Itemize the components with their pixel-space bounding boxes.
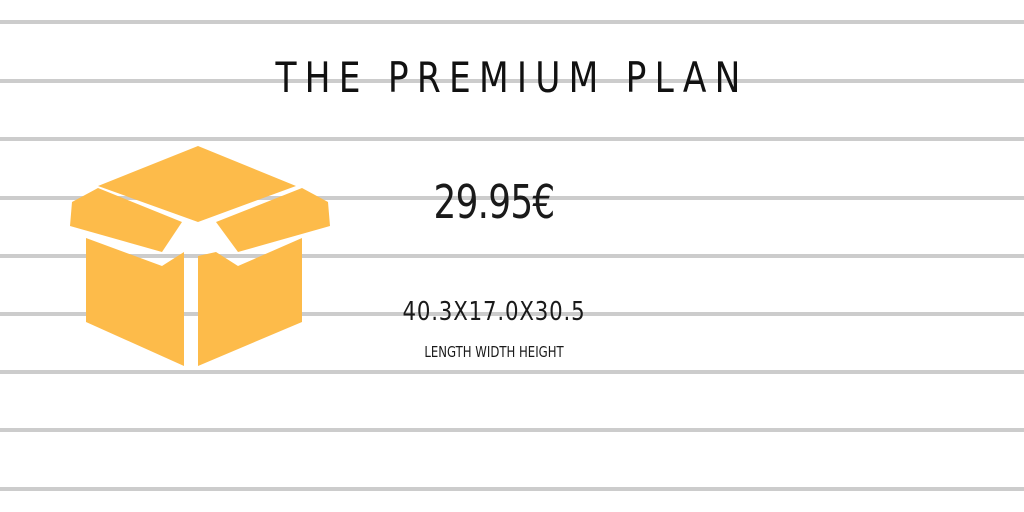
plan-title: THE PREMIUM PLAN (275, 53, 749, 102)
box-icon (70, 146, 330, 366)
ruled-line (0, 20, 1024, 24)
ruled-line (0, 196, 1024, 200)
ruled-line (0, 254, 1024, 258)
ruled-line (0, 487, 1024, 491)
ruled-line (0, 370, 1024, 374)
package-dimensions: 40.3X17.0X30.5 (402, 297, 586, 327)
ruled-line (0, 79, 1024, 83)
ruled-line (0, 312, 1024, 316)
dimensions-caption: LENGTH WIDTH HEIGHT (424, 343, 564, 361)
plan-price: 29.95€ (433, 175, 556, 229)
ruled-line (0, 137, 1024, 141)
box-icon-shape (70, 146, 330, 366)
ruled-line (0, 428, 1024, 432)
